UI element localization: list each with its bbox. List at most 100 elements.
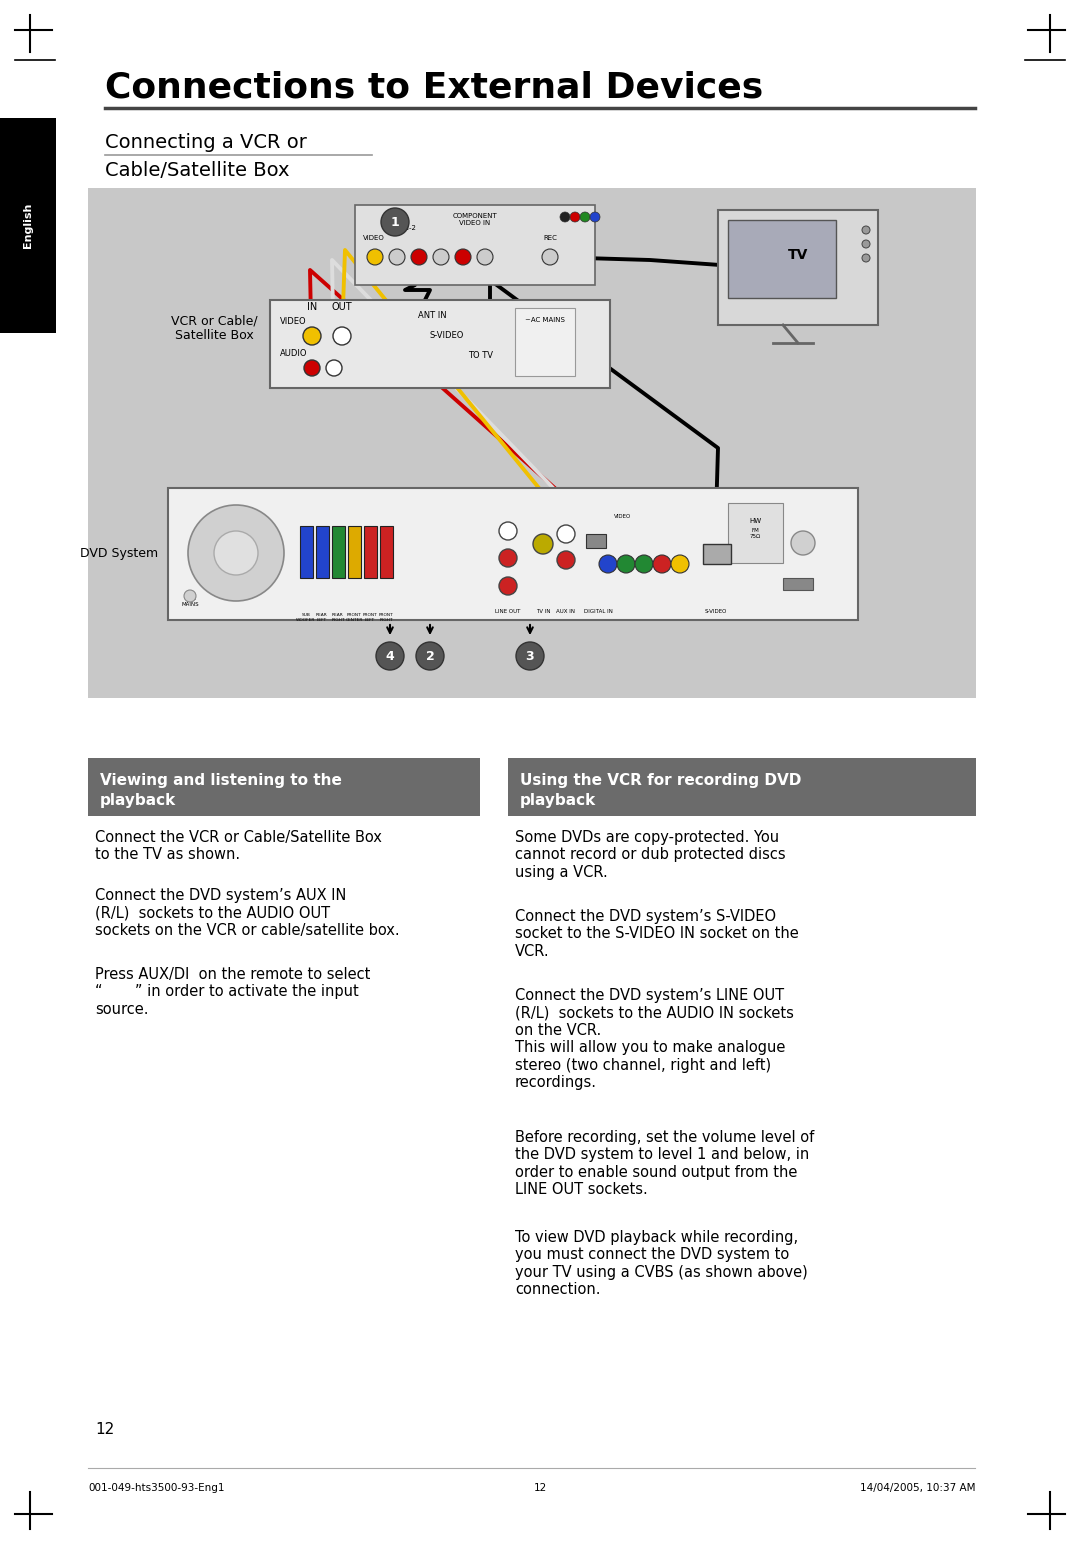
Circle shape	[188, 505, 284, 601]
Circle shape	[557, 525, 575, 543]
Bar	[380, 527, 393, 577]
Text: REC: REC	[543, 235, 557, 241]
Text: TV: TV	[787, 249, 808, 262]
Text: SUB
WOOFER: SUB WOOFER	[296, 613, 315, 622]
Text: playback: playback	[100, 794, 176, 808]
Text: TO TV: TO TV	[468, 350, 492, 360]
Text: 12: 12	[534, 1482, 546, 1493]
Text: VCR or Cable/
Satellite Box: VCR or Cable/ Satellite Box	[172, 313, 258, 343]
Text: COMPONENT
VIDEO IN: COMPONENT VIDEO IN	[453, 213, 498, 225]
Bar	[332, 527, 345, 577]
Text: DVD System: DVD System	[80, 548, 158, 560]
Circle shape	[416, 642, 444, 670]
Text: 1: 1	[391, 216, 400, 229]
Circle shape	[534, 534, 553, 554]
Circle shape	[367, 249, 383, 266]
Circle shape	[617, 554, 635, 573]
Text: DIGITAL IN: DIGITAL IN	[583, 608, 612, 615]
Text: S-VIDEO: S-VIDEO	[430, 330, 464, 340]
Bar	[728, 219, 836, 298]
Circle shape	[499, 550, 517, 567]
Text: Some DVDs are copy-protected. You
cannot record or dub protected discs
using a V: Some DVDs are copy-protected. You cannot…	[515, 831, 785, 880]
Text: FRONT
CENTER: FRONT CENTER	[346, 613, 363, 622]
Text: ~AC MAINS: ~AC MAINS	[525, 317, 565, 323]
Text: English: English	[23, 202, 33, 247]
Bar	[168, 488, 858, 621]
Text: HW: HW	[748, 517, 761, 523]
Text: 14/04/2005, 10:37 AM: 14/04/2005, 10:37 AM	[860, 1482, 975, 1493]
Text: Connect the DVD system’s LINE OUT
(R/L)  sockets to the AUDIO IN sockets
on the : Connect the DVD system’s LINE OUT (R/L) …	[515, 988, 794, 1090]
Circle shape	[303, 360, 320, 377]
Text: To view DVD playback while recording,
you must connect the DVD system to
your TV: To view DVD playback while recording, yo…	[515, 1231, 808, 1297]
Bar	[316, 527, 329, 577]
Text: Connections to External Devices: Connections to External Devices	[105, 71, 764, 105]
Circle shape	[862, 255, 870, 262]
Text: IN-1  IN-2: IN-1 IN-2	[383, 225, 416, 232]
Text: Before recording, set the volume level of
the DVD system to level 1 and below, i: Before recording, set the volume level o…	[515, 1130, 814, 1197]
Text: Connect the DVD system’s S-VIDEO
socket to the S-VIDEO IN socket on the
VCR.: Connect the DVD system’s S-VIDEO socket …	[515, 909, 799, 959]
Bar	[515, 307, 575, 377]
Bar	[364, 527, 377, 577]
Text: VIDEO: VIDEO	[363, 235, 384, 241]
Text: Connect the VCR or Cable/Satellite Box
to the TV as shown.: Connect the VCR or Cable/Satellite Box t…	[95, 831, 382, 863]
Text: 3: 3	[526, 650, 535, 662]
Circle shape	[862, 239, 870, 249]
Circle shape	[862, 225, 870, 235]
Circle shape	[381, 208, 409, 236]
Circle shape	[590, 212, 600, 222]
Bar	[718, 210, 878, 324]
Circle shape	[516, 642, 544, 670]
Circle shape	[671, 554, 689, 573]
Circle shape	[557, 551, 575, 570]
Text: ~AC
MAINS: ~AC MAINS	[181, 596, 199, 607]
Text: VIDEO: VIDEO	[280, 317, 307, 326]
Text: AUDIO: AUDIO	[280, 349, 308, 358]
Text: REAR
LEFT: REAR LEFT	[316, 613, 328, 622]
Text: Connecting a VCR or: Connecting a VCR or	[105, 133, 307, 153]
Circle shape	[214, 531, 258, 574]
Circle shape	[326, 360, 342, 377]
Text: FRONT
RIGHT: FRONT RIGHT	[379, 613, 393, 622]
Bar	[783, 577, 813, 590]
Text: 2: 2	[426, 650, 434, 662]
Text: LINE OUT: LINE OUT	[496, 608, 521, 615]
Bar	[586, 534, 606, 548]
Text: FRONT
LEFT: FRONT LEFT	[363, 613, 377, 622]
Text: Connect the DVD system’s AUX IN
(R/L)  sockets to the AUDIO OUT
sockets on the V: Connect the DVD system’s AUX IN (R/L) so…	[95, 888, 400, 937]
Bar	[355, 205, 595, 286]
Bar	[87, 188, 976, 698]
Text: 001-049-hts3500-93-Eng1: 001-049-hts3500-93-Eng1	[87, 1482, 225, 1493]
Circle shape	[477, 249, 492, 266]
Bar	[703, 543, 731, 564]
Circle shape	[499, 577, 517, 594]
Bar	[348, 527, 361, 577]
Text: Using the VCR for recording DVD: Using the VCR for recording DVD	[519, 774, 801, 787]
Circle shape	[499, 522, 517, 540]
Bar	[270, 300, 610, 388]
Circle shape	[303, 327, 321, 344]
Text: REAR
RIGHT: REAR RIGHT	[332, 613, 345, 622]
Text: playback: playback	[519, 794, 596, 808]
Bar	[300, 527, 313, 577]
Circle shape	[542, 249, 558, 266]
Text: ANT IN: ANT IN	[418, 310, 447, 320]
Text: 12: 12	[95, 1422, 114, 1437]
Text: Press AUX/DI  on the remote to select
“       ” in order to activate the input
s: Press AUX/DI on the remote to select “ ”…	[95, 967, 370, 1017]
Circle shape	[455, 249, 471, 266]
Text: AUX IN: AUX IN	[556, 608, 576, 615]
Circle shape	[599, 554, 617, 573]
Circle shape	[333, 327, 351, 344]
Circle shape	[411, 249, 427, 266]
Circle shape	[376, 642, 404, 670]
Text: OUT: OUT	[332, 303, 352, 312]
Text: S-VIDEO: S-VIDEO	[705, 608, 727, 615]
Bar	[0, 117, 56, 334]
Circle shape	[184, 590, 195, 602]
Circle shape	[389, 249, 405, 266]
Circle shape	[635, 554, 653, 573]
Bar	[87, 758, 480, 815]
Circle shape	[570, 212, 580, 222]
Text: FM
75Ω: FM 75Ω	[750, 528, 760, 539]
Circle shape	[580, 212, 590, 222]
Circle shape	[653, 554, 671, 573]
